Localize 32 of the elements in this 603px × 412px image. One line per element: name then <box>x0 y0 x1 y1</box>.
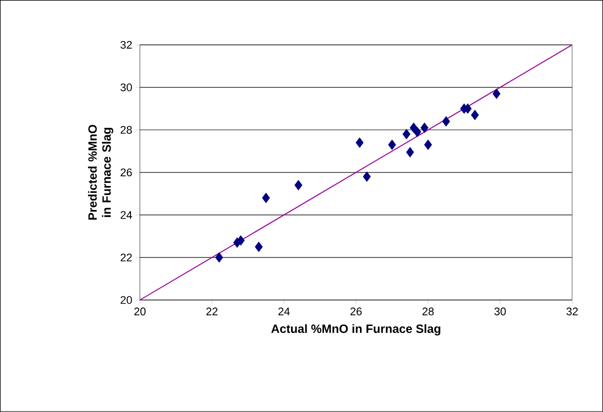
y-tick-label: 28 <box>120 126 132 134</box>
point <box>420 122 428 134</box>
x-tick-label: 32 <box>566 308 578 316</box>
point <box>236 235 245 246</box>
point <box>413 126 422 138</box>
point <box>362 172 371 182</box>
y-tick-label: 32 <box>120 41 132 49</box>
point <box>356 138 364 148</box>
x-tick-label: 20 <box>134 308 146 316</box>
point <box>470 110 479 120</box>
y-tick-label: 30 <box>120 84 132 92</box>
x-tick-label: 24 <box>278 308 290 316</box>
y-axis-title: Predicted %MnO in Furnace Slag <box>88 124 114 220</box>
point <box>215 252 224 263</box>
point <box>294 180 302 190</box>
y-tick-label: 26 <box>120 168 132 176</box>
point <box>388 140 396 150</box>
point <box>262 192 270 204</box>
point <box>492 88 500 99</box>
x-tick-label: 22 <box>206 308 218 316</box>
x-tick-label: 26 <box>350 308 362 316</box>
point <box>442 116 450 127</box>
y-tick-label: 22 <box>120 254 132 262</box>
y-tick-label: 20 <box>120 296 132 304</box>
point <box>254 242 263 252</box>
x-axis-title: Actual %MnO in Furnace Slag <box>271 324 440 336</box>
point <box>406 147 414 158</box>
y-tick-label: 24 <box>120 211 132 219</box>
x-tick-label: 30 <box>494 308 506 316</box>
point <box>424 140 432 150</box>
x-tick-label: 28 <box>422 308 434 316</box>
point <box>402 128 410 140</box>
